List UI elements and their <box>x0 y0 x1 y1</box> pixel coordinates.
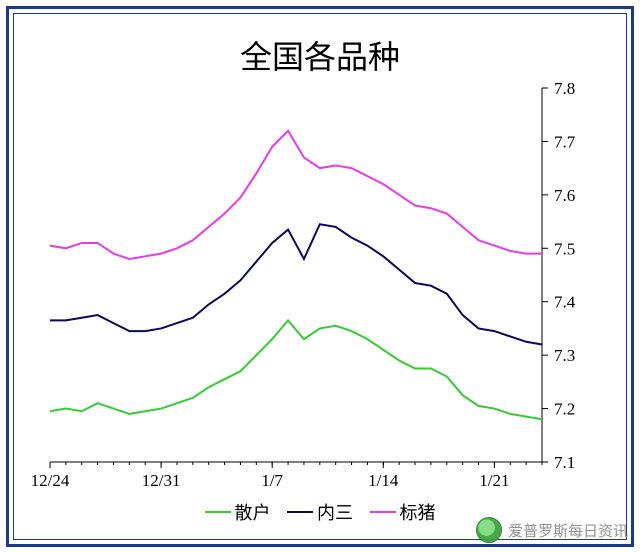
svg-text:12/24: 12/24 <box>31 471 70 490</box>
legend-label-sanhu: 散户 <box>235 499 271 525</box>
svg-text:7.5: 7.5 <box>554 239 575 258</box>
legend-item-sanhu: 散户 <box>205 499 271 525</box>
svg-text:1/7: 1/7 <box>261 471 283 490</box>
svg-text:7.2: 7.2 <box>554 400 575 419</box>
chart-svg: 12/2412/311/71/141/217.17.27.37.47.57.67… <box>40 82 592 490</box>
wechat-avatar-icon <box>476 517 502 543</box>
svg-text:7.3: 7.3 <box>554 346 575 365</box>
svg-text:7.7: 7.7 <box>554 132 576 151</box>
plot-area: 12/2412/311/71/141/217.17.27.37.47.57.67… <box>40 82 592 490</box>
legend-label-neisan: 内三 <box>317 499 353 525</box>
watermark-text: 爱普罗斯每日资讯 <box>508 520 628 541</box>
svg-text:1/21: 1/21 <box>479 471 509 490</box>
legend-label-biaozhu: 标猪 <box>400 499 436 525</box>
legend-swatch-biaozhu <box>370 511 396 513</box>
svg-text:1/14: 1/14 <box>368 471 399 490</box>
svg-text:7.4: 7.4 <box>554 293 576 312</box>
chart-outer-frame: 全国各品种 12/24 12/31 1/7 1/14 1/21 7.1 7.2 7.3 7.4 7… <box>6 6 634 547</box>
watermark: 爱普罗斯每日资讯 <box>476 517 628 543</box>
svg-text:7.6: 7.6 <box>554 186 575 205</box>
chart-inner-frame: 全国各品种 12/24 12/31 1/7 1/14 1/21 7.1 7.2 7.3 7.4 7… <box>13 13 627 540</box>
svg-text:7.8: 7.8 <box>554 79 575 98</box>
legend-item-neisan: 内三 <box>287 499 353 525</box>
legend-swatch-sanhu <box>205 511 231 513</box>
svg-text:7.1: 7.1 <box>554 453 575 472</box>
svg-text:12/31: 12/31 <box>142 471 181 490</box>
chart-title: 全国各品种 <box>14 32 626 78</box>
legend-swatch-neisan <box>287 511 313 513</box>
legend-item-biaozhu: 标猪 <box>370 499 436 525</box>
